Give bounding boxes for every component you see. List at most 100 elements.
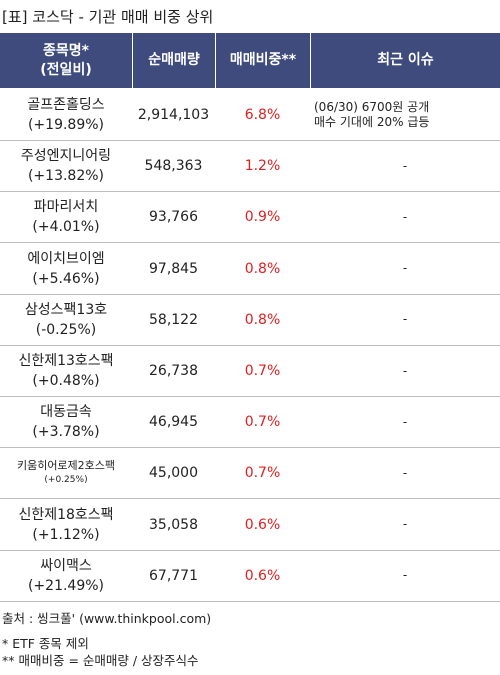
volume-cell: 35,058 xyxy=(132,500,215,551)
volume: 67,771 xyxy=(149,567,198,584)
issue-cell: - xyxy=(310,192,500,244)
ratio: 0.6% xyxy=(244,567,281,584)
name-cell: 키움히어로제2호스팩 (+0.25%) xyxy=(0,448,132,500)
source: 출처 : 씽크풀' (www.thinkpool.com) xyxy=(2,611,212,626)
issue-cell: - xyxy=(310,346,500,397)
volume-cell: 93,766 xyxy=(132,192,215,244)
name-cell: 신한제18호스팩 (+1.12%) xyxy=(0,500,132,551)
volume: 93,766 xyxy=(149,209,198,226)
ratio-cell: 0.8% xyxy=(215,295,310,346)
volume-cell: 58,122 xyxy=(132,295,215,346)
ratio: 0.8% xyxy=(244,311,281,328)
volume-cell: 548,363 xyxy=(132,141,215,193)
volume: 2,914,103 xyxy=(137,107,210,123)
stock-name: 대동금속 xyxy=(40,404,92,421)
footer: 출처 : 씽크풀' (www.thinkpool.com) * ETF 종목 제… xyxy=(2,610,211,669)
issue-line: - xyxy=(402,261,408,276)
header-cell: 최근 이슈 xyxy=(311,33,500,88)
volume-cell: 2,914,103 xyxy=(132,90,215,141)
stock-name: 에이치브이엠 xyxy=(27,250,105,267)
ratio: 0.7% xyxy=(244,363,281,379)
header-text: 종목명* xyxy=(43,42,89,59)
change: (+13.82%) xyxy=(27,168,105,185)
ratio: 0.6% xyxy=(244,516,281,533)
header-cell: 종목명* (전일비) xyxy=(0,33,132,88)
header-cell: 순매매량 xyxy=(133,33,215,88)
issue-line: - xyxy=(402,568,408,583)
issue-cell: - xyxy=(310,500,500,551)
volume-cell: 97,845 xyxy=(132,244,215,295)
volume-cell: 26,738 xyxy=(132,346,215,397)
volume: 58,122 xyxy=(149,311,198,328)
issue-line: 매수 기대에 20% 급등 xyxy=(314,115,430,129)
ratio: 0.7% xyxy=(244,414,281,431)
issue-line: - xyxy=(402,363,408,378)
ratio-cell: 6.8% xyxy=(215,90,310,141)
stock-name: 파마리서치 xyxy=(33,199,99,216)
volume: 35,058 xyxy=(149,516,198,533)
ratio: 6.8% xyxy=(244,107,281,123)
ratio-cell: 0.6% xyxy=(215,551,310,602)
ratio-cell: 0.9% xyxy=(215,192,310,244)
volume: 548,363 xyxy=(144,158,203,175)
issue-cell: - xyxy=(310,397,500,449)
ratio-cell: 0.7% xyxy=(215,448,310,500)
issue-cell: - xyxy=(310,295,500,346)
issue-cell: - xyxy=(310,244,500,295)
issue-cell: (06/30) 6700원 공개 매수 기대에 20% 급등 xyxy=(310,90,500,141)
name-cell: 주성엔지니어링 (+13.82%) xyxy=(0,141,132,193)
note: ** 매매비중 = 순매매량 / 상장주식수 xyxy=(2,653,199,668)
ratio-cell: 0.6% xyxy=(215,500,310,551)
ratio-cell: 0.8% xyxy=(215,244,310,295)
stock-name: 삼성스팩13호 xyxy=(24,301,108,318)
name-cell: 골프존홀딩스 (+19.89%) xyxy=(0,90,132,141)
header-text: 매매비중** xyxy=(229,52,297,68)
change: (+4.01%) xyxy=(32,219,100,236)
ratio-cell: 0.7% xyxy=(215,346,310,397)
issue-line: - xyxy=(402,312,408,327)
stock-name: 키움히어로제2호스팩 xyxy=(16,459,116,473)
change: (+1.12%) xyxy=(32,526,100,543)
name-cell: 에이치브이엠 (+5.46%) xyxy=(0,244,132,295)
change: (+21.49%) xyxy=(27,577,105,594)
issue-line: - xyxy=(402,465,408,480)
issue-cell: - xyxy=(310,141,500,193)
issue-line: (06/30) 6700원 공개 xyxy=(314,100,430,114)
stock-name: 골프존홀딩스 xyxy=(27,97,105,113)
name-cell: 삼성스팩13호 (-0.25%) xyxy=(0,295,132,346)
change: (-0.25%) xyxy=(35,321,97,338)
volume-cell: 67,771 xyxy=(132,551,215,602)
header-text: 순매매량 xyxy=(148,52,200,68)
issue-line: - xyxy=(402,414,408,429)
volume-cell: 45,000 xyxy=(132,448,215,500)
header-cell: 매매비중** xyxy=(216,33,310,88)
change: (+5.46%) xyxy=(32,270,100,287)
change: (+3.78%) xyxy=(32,424,100,441)
volume: 45,000 xyxy=(149,465,198,482)
header-text: (전일비) xyxy=(40,61,92,78)
change: (+0.25%) xyxy=(44,475,88,486)
stock-name: 주성엔지니어링 xyxy=(20,148,112,165)
change: (+19.89%) xyxy=(27,117,105,133)
issue-line: - xyxy=(402,209,408,224)
volume: 46,945 xyxy=(149,414,198,431)
name-cell: 신한제13호스팩 (+0.48%) xyxy=(0,346,132,397)
name-cell: 파마리서치 (+4.01%) xyxy=(0,192,132,244)
name-cell: 싸이맥스 (+21.49%) xyxy=(0,551,132,602)
issue-line: - xyxy=(402,158,408,173)
ratio: 0.8% xyxy=(244,260,281,277)
header-text: 최근 이슈 xyxy=(377,52,434,68)
ratio: 1.2% xyxy=(244,158,281,175)
volume-cell: 46,945 xyxy=(132,397,215,449)
stock-name: 신한제18호스팩 xyxy=(18,506,114,523)
note: * ETF 종목 제외 xyxy=(2,636,89,651)
volume: 26,738 xyxy=(149,363,198,379)
volume: 97,845 xyxy=(149,260,198,277)
title: [표] 코스닥 - 기관 매매 비중 상위 xyxy=(2,8,214,26)
issue-cell: - xyxy=(310,551,500,602)
ratio-cell: 1.2% xyxy=(215,141,310,193)
name-cell: 대동금속 (+3.78%) xyxy=(0,397,132,449)
change: (+0.48%) xyxy=(32,373,100,389)
issue-line: - xyxy=(402,517,408,532)
